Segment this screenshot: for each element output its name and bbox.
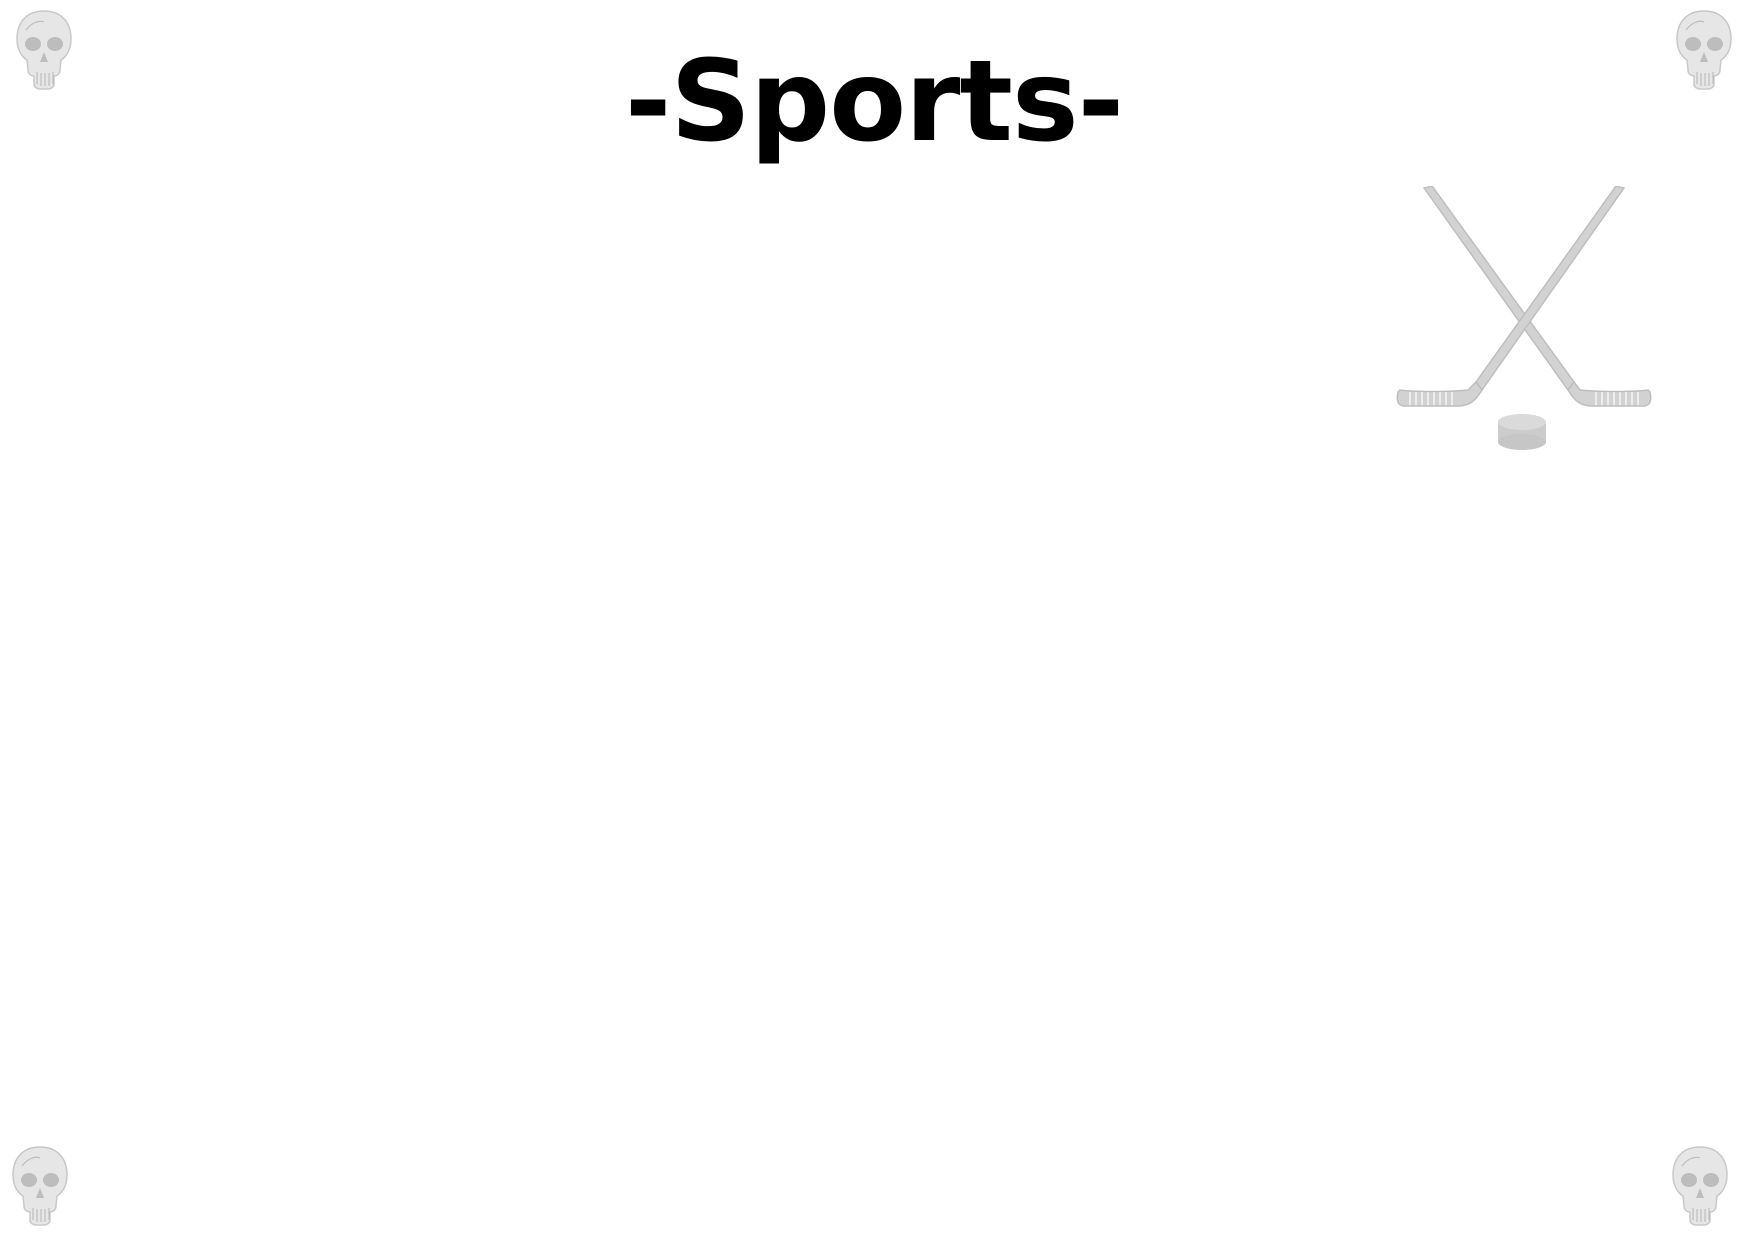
page-title: -Sports- xyxy=(624,37,1124,167)
skull-icon xyxy=(8,1144,72,1228)
crossed-hockey-sticks-and-puck-icon xyxy=(1392,186,1656,456)
skull-icon xyxy=(1668,1144,1732,1228)
skull-icon xyxy=(1672,8,1736,92)
skull-icon xyxy=(12,8,76,92)
